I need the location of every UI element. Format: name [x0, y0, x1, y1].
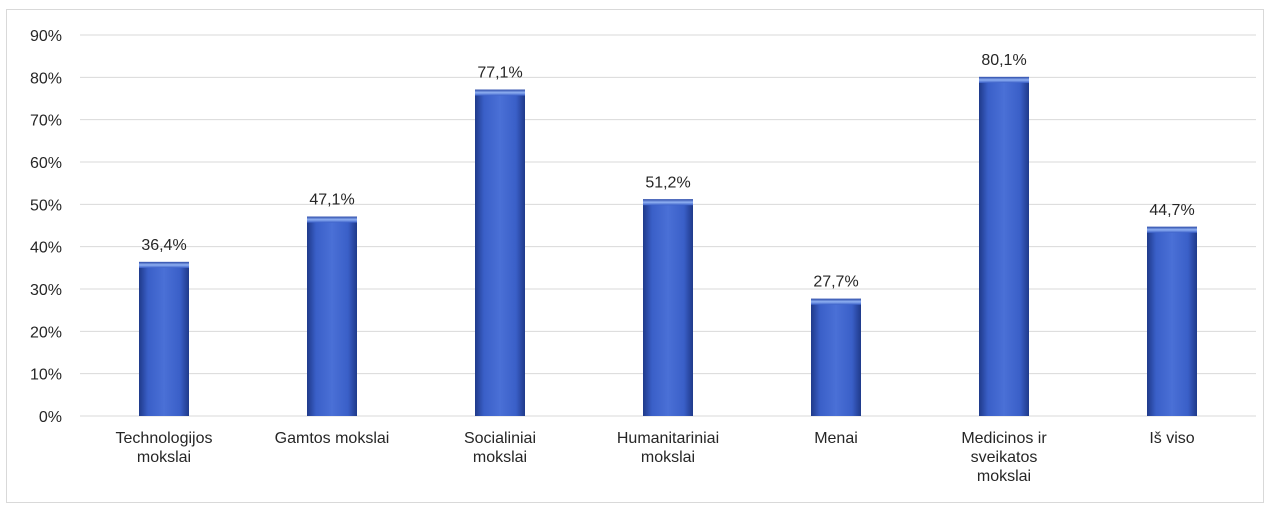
category-label: Technologijos mokslai	[116, 430, 213, 466]
category-label: Medicinos ir sveikatos mokslai	[961, 430, 1047, 485]
bar-cap	[1147, 226, 1197, 233]
bar	[979, 76, 1029, 416]
y-tick-label: 50%	[30, 197, 62, 214]
bar	[643, 199, 693, 416]
bar-body	[475, 89, 525, 417]
data-label: 27,7%	[813, 274, 858, 291]
bar-cap	[139, 261, 189, 268]
bar	[475, 89, 525, 417]
bar-body	[811, 298, 861, 416]
y-tick-label: 80%	[30, 70, 62, 87]
bar	[811, 298, 861, 416]
chart-frame	[6, 9, 1264, 503]
y-tick-label: 10%	[30, 367, 62, 384]
bar-body	[643, 199, 693, 416]
category-label: Humanitariniai mokslai	[617, 430, 719, 466]
y-tick-label: 70%	[30, 113, 62, 130]
bar-cap	[643, 199, 693, 206]
y-tick-label: 60%	[30, 155, 62, 172]
y-tick-label: 0%	[39, 409, 62, 426]
bar-body	[307, 216, 357, 416]
bar	[1147, 226, 1197, 416]
bar	[139, 261, 189, 416]
y-tick-label: 40%	[30, 240, 62, 257]
category-label: Menai	[814, 430, 858, 447]
bar	[307, 216, 357, 416]
category-label: Gamtos mokslai	[275, 430, 390, 447]
data-label: 44,7%	[1149, 202, 1194, 219]
category-label: Socialiniai mokslai	[464, 430, 536, 466]
data-label: 77,1%	[477, 65, 522, 82]
category-label: Iš viso	[1149, 430, 1194, 447]
bar-cap	[979, 76, 1029, 83]
bar-cap	[811, 298, 861, 305]
data-label: 80,1%	[981, 52, 1026, 69]
bar-cap	[475, 89, 525, 96]
data-label: 36,4%	[141, 237, 186, 254]
bar-body	[979, 76, 1029, 416]
y-tick-label: 30%	[30, 282, 62, 299]
data-label: 51,2%	[645, 174, 690, 191]
bar-body	[139, 261, 189, 416]
bar-body	[1147, 226, 1197, 416]
y-tick-label: 90%	[30, 28, 62, 45]
y-tick-label: 20%	[30, 324, 62, 341]
data-label: 47,1%	[309, 192, 354, 209]
bar-cap	[307, 216, 357, 223]
